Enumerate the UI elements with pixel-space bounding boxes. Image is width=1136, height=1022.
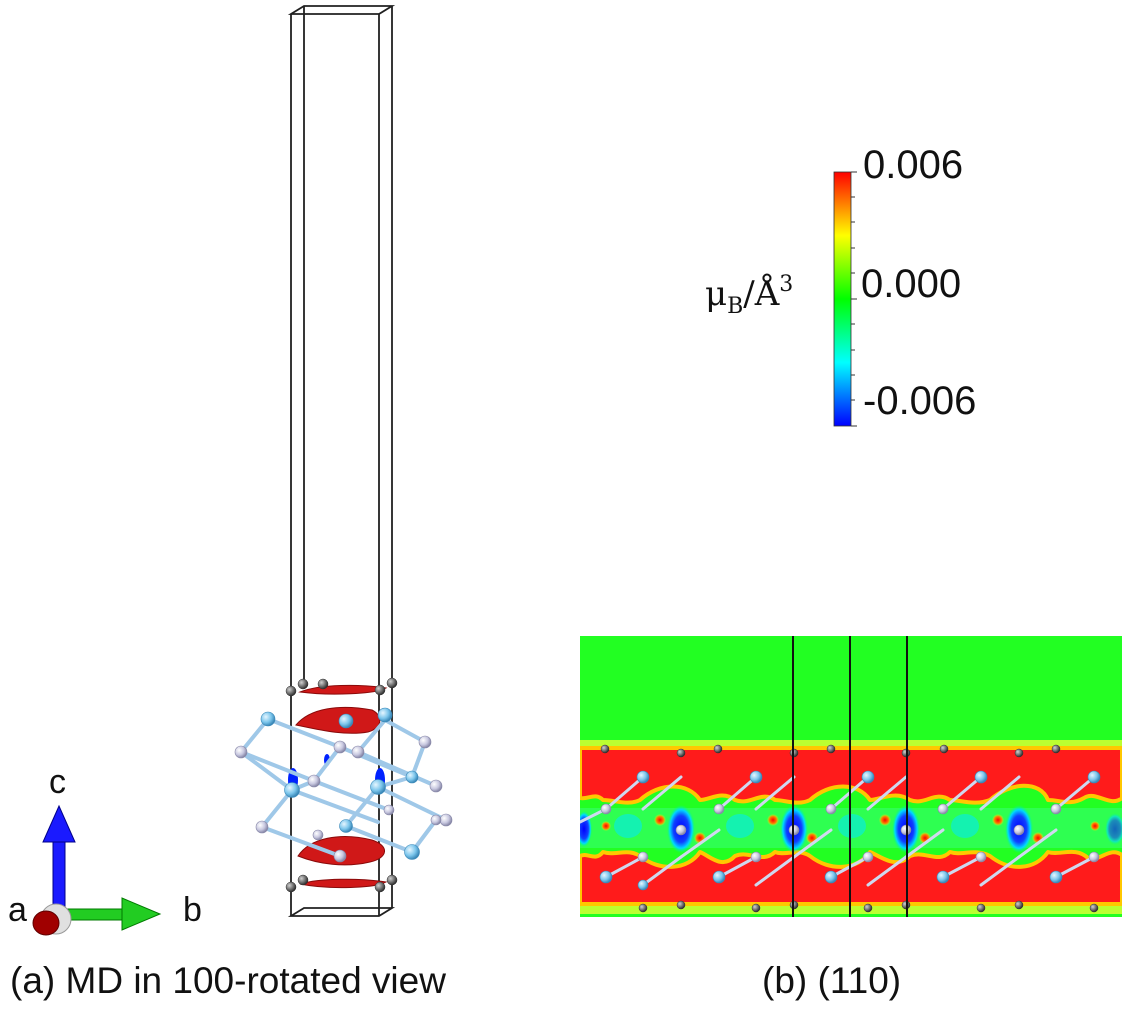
unit-main: μ <box>705 274 727 314</box>
atom-bonds <box>239 717 448 858</box>
panel-a-structure <box>234 5 453 917</box>
b-axis-label: b <box>183 891 202 929</box>
map-atoms-gray <box>600 803 1100 863</box>
spin-isosurface <box>295 684 388 889</box>
c-axis-arrowhead <box>42 804 76 843</box>
a-axis-label: a <box>8 891 27 929</box>
unit-cell-box <box>287 5 396 917</box>
unit-rest: /Å <box>743 273 779 314</box>
b-axis-arrowhead <box>121 897 162 931</box>
colorbar-ticks <box>851 171 857 427</box>
panel-b-spin-map <box>580 636 1122 917</box>
atoms-blue <box>260 707 420 860</box>
colorbar-min-label: -0.006 <box>863 379 976 423</box>
caption-b: (b) (110) <box>762 960 902 1001</box>
c-axis-label: c <box>49 763 66 801</box>
map-bonds <box>580 775 1096 887</box>
atoms-gray <box>234 735 453 863</box>
colorbar-bar <box>833 171 852 427</box>
caption-a: (a) MD in 100-rotated view <box>10 960 446 1001</box>
map-atoms-blue <box>599 770 1101 891</box>
unit-superscript: 3 <box>779 272 793 297</box>
a-axis-arrowhead <box>32 910 60 936</box>
colorbar: 0.006 0.000 -0.006 μB/Å3 <box>705 143 976 427</box>
positive-spin-spots <box>601 814 1100 844</box>
colorbar-unit-label: μB/Å3 <box>705 272 793 319</box>
unit-subscript: B <box>727 294 743 319</box>
colorbar-mid-label: 0.000 <box>861 262 961 306</box>
atoms-dark <box>285 677 398 893</box>
map-cell-lines <box>792 636 908 917</box>
colorbar-max-label: 0.006 <box>863 143 963 187</box>
axes-triad: c a b <box>8 763 202 936</box>
